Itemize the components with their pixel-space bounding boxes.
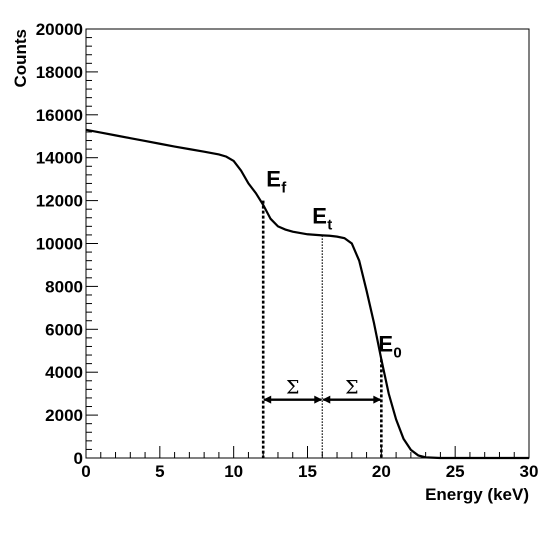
x-tick-label: 30: [520, 462, 539, 481]
marker-subscript-t: t: [327, 216, 332, 233]
y-tick-label: 2000: [45, 406, 83, 425]
y-tick-label: 12000: [36, 192, 83, 211]
tick-labels: 0 5 10 15 20 25 30 0 2000 4000 6000 8000 10000 12000 1…: [36, 20, 539, 481]
y-tick-label: 18000: [36, 63, 83, 82]
y-tick-label: 0: [74, 449, 83, 468]
counts-curve: [85, 128, 529, 460]
sigma-arrowhead-right: [314, 395, 323, 404]
axis-ticks: [85, 28, 530, 459]
marker-label-0: E: [378, 331, 393, 356]
x-tick-label: 25: [446, 462, 465, 481]
x-tick-label: 10: [224, 462, 243, 481]
x-tick-label: 5: [155, 462, 164, 481]
sigma-label: Σ: [345, 377, 358, 399]
sigma-arrowhead-right: [373, 395, 382, 404]
y-axis-title: Counts: [11, 29, 30, 88]
y-tick-label: 10000: [36, 235, 83, 254]
plot-frame: [85, 28, 530, 459]
y-tick-label: 14000: [36, 149, 83, 168]
marker-subscript-f: f: [281, 180, 287, 197]
sigma-label: Σ: [286, 377, 299, 399]
marker-subscript-0: 0: [393, 344, 401, 361]
y-tick-label: 16000: [36, 106, 83, 125]
y-tick-label: 20000: [36, 20, 83, 39]
sigma-arrowhead-left: [263, 395, 272, 404]
y-tick-label: 8000: [45, 277, 83, 296]
marker-label-f: E: [266, 167, 281, 192]
y-tick-label: 4000: [45, 363, 83, 382]
sigma-arrowhead-left: [322, 395, 331, 404]
x-tick-label: 0: [81, 462, 90, 481]
x-tick-label: 20: [372, 462, 391, 481]
marker-label-t: E: [312, 203, 327, 228]
x-axis-title: Energy (keV): [425, 485, 529, 504]
y-tick-label: 6000: [45, 320, 83, 339]
x-tick-label: 15: [298, 462, 317, 481]
